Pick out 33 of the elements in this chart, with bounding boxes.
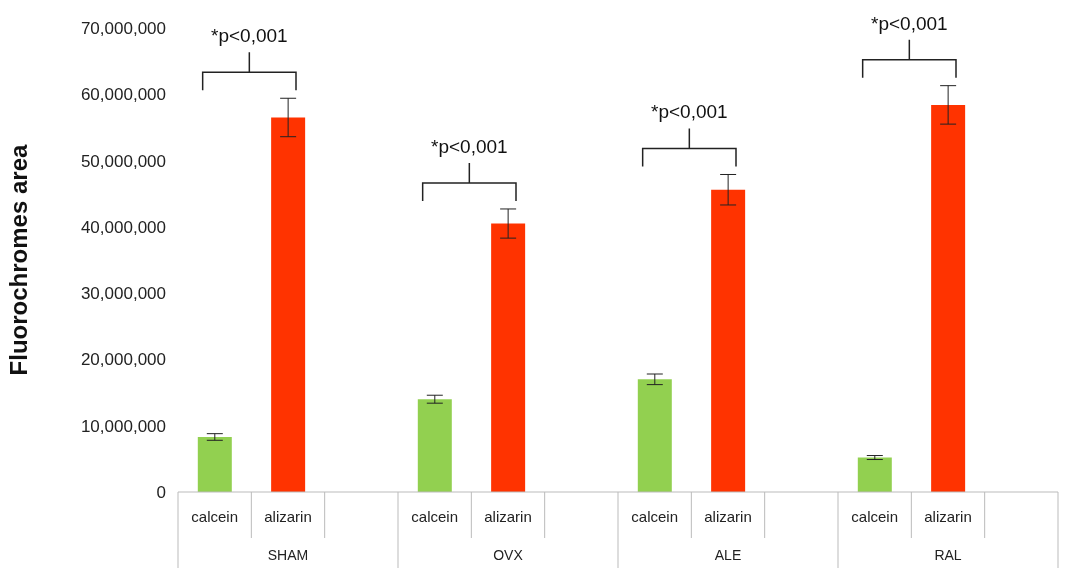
y-axis-title: Fluorochromes area [4, 143, 32, 376]
bar [931, 104, 966, 492]
text: OVX [493, 547, 524, 563]
y-tick-label: 60,000,000 [80, 85, 166, 105]
bar [271, 117, 306, 492]
y-tick-label: 10,000,000 [80, 416, 166, 436]
bar [857, 457, 892, 492]
x-tick-label: alizarin [264, 508, 312, 525]
y-tick-label: 0 [156, 483, 166, 502]
y-tick-label: 30,000,000 [80, 284, 166, 304]
annotation: *p<0,001 [651, 101, 728, 123]
bar [491, 223, 526, 492]
bar [417, 399, 452, 492]
bar [197, 436, 232, 492]
x-tick-label: calcein [411, 508, 459, 525]
text: SHAM [267, 547, 309, 563]
bar [711, 189, 746, 492]
text: RAL [934, 547, 962, 563]
annotation: *p<0,001 [431, 135, 508, 157]
y-tick-label: 40,000,000 [80, 217, 166, 237]
y-tick-label: 50,000,000 [80, 151, 166, 171]
x-tick-label: calcein [851, 508, 899, 525]
x-tick-label: calcein [191, 508, 239, 525]
x-tick-label: alizarin [484, 508, 532, 525]
bar [637, 379, 672, 492]
x-tick-label: alizarin [924, 508, 972, 525]
annotation: *p<0,001 [871, 12, 948, 34]
annotation: *p<0,001 [211, 25, 288, 47]
y-tick-label: 20,000,000 [80, 350, 166, 370]
x-tick-label: calcein [631, 508, 679, 525]
x-tick-label: alizarin [704, 508, 752, 525]
text: ALE [714, 547, 742, 563]
y-tick-label: 70,000,000 [80, 19, 166, 38]
